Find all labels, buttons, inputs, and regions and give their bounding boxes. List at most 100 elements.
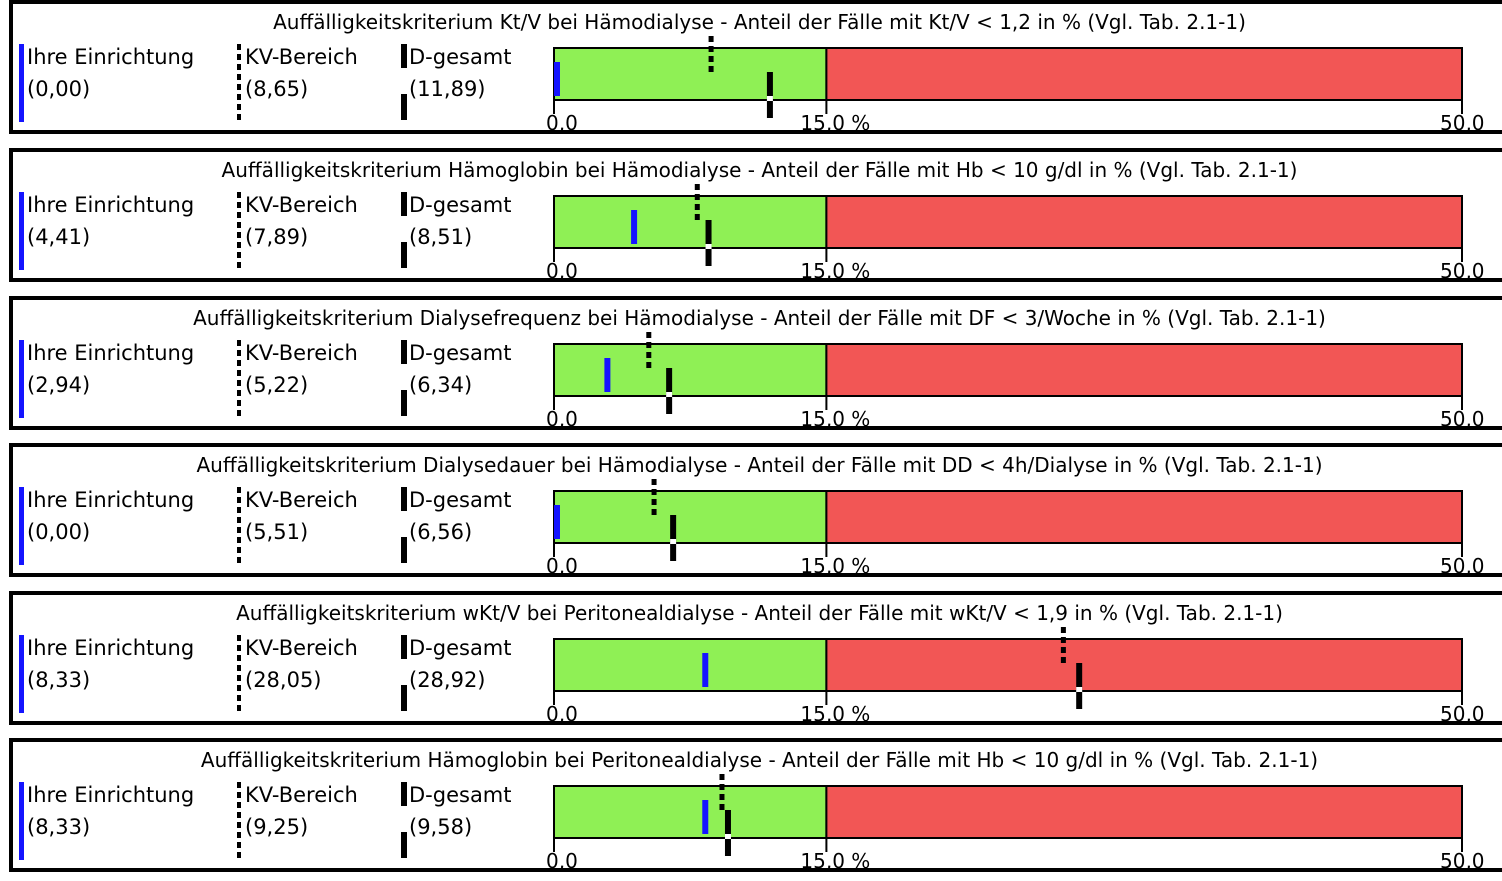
outlier-range-bar [825, 47, 1463, 101]
legend-d-value: (28,92) [409, 668, 486, 692]
own-marker-icon [19, 487, 24, 565]
legend-kv-label: KV-Bereich [245, 636, 358, 660]
acceptable-range-bar [553, 343, 828, 397]
legend-own-label: Ihre Einrichtung [27, 341, 195, 365]
legend-own-label: Ihre Einrichtung [27, 783, 195, 807]
legend-kv-value: (8,65) [245, 77, 309, 101]
tick-label: 15,0 % [800, 849, 870, 872]
tick-label: 0,0 [546, 849, 578, 872]
tick-label: 50,0 [1440, 407, 1485, 430]
d-marker-icon [401, 94, 407, 120]
legend-d-label: D-gesamt [409, 341, 512, 365]
own-marker-icon [19, 192, 24, 270]
legend-d-label: D-gesamt [409, 45, 512, 69]
legend-own-label: Ihre Einrichtung [27, 193, 195, 217]
tick-label: 15,0 % [800, 407, 870, 430]
legend-own-value: (0,00) [27, 77, 91, 101]
legend-d-value: (6,56) [409, 520, 473, 544]
indicator-panel: Auffälligkeitskriterium Dialysedauer bei… [9, 443, 1502, 577]
legend-kv-label: KV-Bereich [245, 193, 358, 217]
legend-own-value: (8,33) [27, 815, 91, 839]
own-marker [554, 505, 560, 539]
panel-title: Auffälligkeitskriterium Dialysedauer bei… [196, 453, 1323, 477]
indicator-panel: Auffälligkeitskriterium Dialysefrequenz … [9, 296, 1502, 430]
d-marker-icon [401, 192, 407, 216]
d-marker-icon [401, 242, 407, 268]
legend-own-value: (0,00) [27, 520, 91, 544]
d-marker-icon [401, 685, 407, 711]
tick-label: 0,0 [546, 111, 578, 134]
kv-marker-icon [237, 44, 241, 120]
legend-d-label: D-gesamt [409, 636, 512, 660]
legend-kv-value: (7,89) [245, 225, 309, 249]
scale-bar-chart: 0,0 15,0 % 50,0 [546, 774, 1485, 872]
tick-label: 0,0 [546, 702, 578, 725]
own-marker [702, 653, 709, 687]
tick-label: 15,0 % [800, 702, 870, 725]
own-marker [604, 358, 611, 392]
tick-label: 15,0 % [800, 554, 870, 577]
own-marker-icon [19, 44, 24, 122]
scale-bar-chart: 0,0 15,0 % 50,0 [546, 627, 1485, 725]
own-marker-icon [19, 635, 24, 713]
d-marker-icon [401, 832, 407, 858]
acceptable-range-bar [553, 47, 828, 101]
legend-d-value: (6,34) [409, 373, 473, 397]
tick-label: 50,0 [1440, 259, 1485, 282]
kv-marker-icon [237, 635, 241, 711]
acceptable-range-bar [553, 638, 828, 692]
d-marker-icon [401, 782, 407, 806]
scale-bar-chart: 0,0 15,0 % 50,0 [546, 332, 1485, 430]
d-marker-icon [401, 390, 407, 416]
kv-marker-icon [237, 192, 241, 268]
own-marker [631, 210, 638, 244]
legend-own-label: Ihre Einrichtung [27, 45, 195, 69]
legend-kv-value: (5,51) [245, 520, 309, 544]
legend-kv-label: KV-Bereich [245, 488, 358, 512]
outlier-range-bar [825, 343, 1463, 397]
legend-own-value: (4,41) [27, 225, 91, 249]
own-marker-icon [19, 340, 24, 418]
tick-label: 0,0 [546, 554, 578, 577]
legend-kv-value: (28,05) [245, 668, 322, 692]
tick-label: 50,0 [1440, 111, 1485, 134]
d-marker-icon [401, 487, 407, 511]
outlier-range-bar [825, 638, 1463, 692]
kv-marker-icon [237, 340, 241, 416]
outlier-range-bar [825, 490, 1463, 544]
acceptable-range-bar [553, 490, 828, 544]
legend-own-value: (8,33) [27, 668, 91, 692]
legend-kv-value: (9,25) [245, 815, 309, 839]
d-marker-icon [401, 44, 407, 68]
legend-kv-label: KV-Bereich [245, 45, 358, 69]
indicator-panel: Auffälligkeitskriterium Hämoglobin bei H… [9, 148, 1502, 282]
legend-d-label: D-gesamt [409, 783, 512, 807]
kv-marker-icon [237, 782, 241, 858]
kv-marker-icon [237, 487, 241, 563]
d-marker-icon [401, 537, 407, 563]
legend-own-label: Ihre Einrichtung [27, 488, 195, 512]
own-marker [702, 800, 709, 834]
legend-d-value: (11,89) [409, 77, 486, 101]
scale-bar-chart: 0,0 15,0 % 50,0 [546, 479, 1485, 577]
indicator-panel: Auffälligkeitskriterium Kt/V bei Hämodia… [9, 0, 1502, 134]
tick-label: 0,0 [546, 259, 578, 282]
panel-title: Auffälligkeitskriterium Hämoglobin bei H… [221, 158, 1298, 182]
tick-label: 0,0 [546, 407, 578, 430]
panel-title: Auffälligkeitskriterium Hämoglobin bei P… [200, 748, 1319, 772]
tick-label: 50,0 [1440, 554, 1485, 577]
tick-label: 15,0 % [800, 111, 870, 134]
d-marker-icon [401, 340, 407, 364]
panel-title: Auffälligkeitskriterium Dialysefrequenz … [193, 306, 1326, 330]
acceptable-range-bar [553, 195, 828, 249]
own-marker [554, 62, 560, 96]
legend-own-value: (2,94) [27, 373, 91, 397]
legend-kv-value: (5,22) [245, 373, 309, 397]
panel-title: Auffälligkeitskriterium Kt/V bei Hämodia… [273, 10, 1246, 34]
indicator-panel: Auffälligkeitskriterium wKt/V bei Perito… [9, 591, 1502, 725]
scale-bar-chart: 0,0 15,0 % 50,0 [546, 184, 1485, 282]
outlier-range-bar [825, 785, 1463, 839]
scale-bar-chart: 0,0 15,0 % 50,0 [546, 36, 1485, 134]
legend-d-label: D-gesamt [409, 193, 512, 217]
indicator-panel: Auffälligkeitskriterium Hämoglobin bei P… [9, 738, 1502, 872]
